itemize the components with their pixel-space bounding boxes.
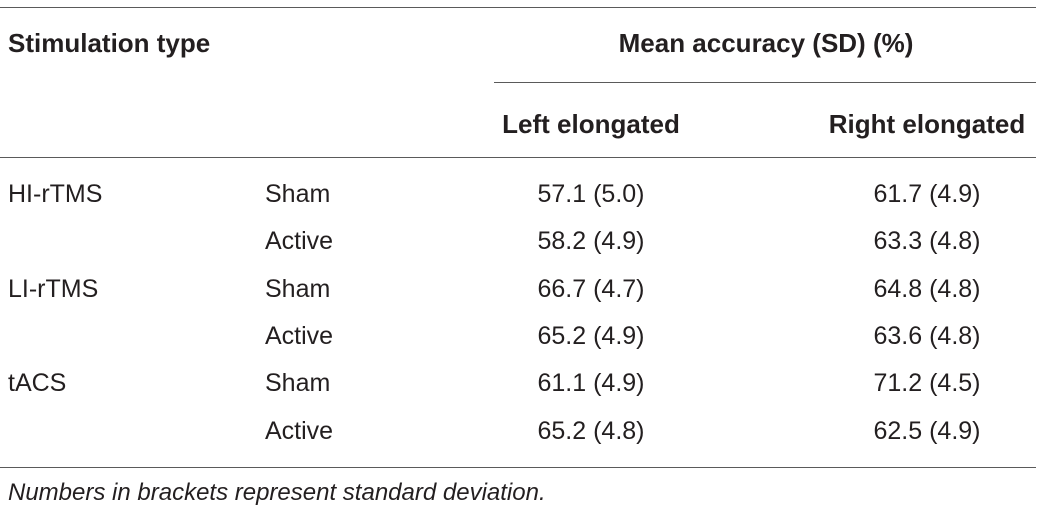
row-condition: Sham [265,369,331,397]
row-left-value: 65.2 (4.9) [537,322,645,350]
table-footnote: Numbers in brackets represent standard d… [8,479,546,506]
row-condition: Active [265,322,334,350]
header-left-elongated: Left elongated [502,109,680,139]
row-left-value: 57.1 (5.0) [537,180,645,208]
row-type: tACS [8,369,67,397]
row-condition: Sham [265,180,331,208]
row-type: LI-rTMS [8,275,99,303]
row-right-value: 64.8 (4.8) [873,275,981,303]
row-left-value: 66.7 (4.7) [537,275,645,303]
header-mean-accuracy: Mean accuracy (SD) (%) [618,28,914,58]
row-left-value: 65.2 (4.8) [537,417,645,445]
row-condition: Active [265,417,334,445]
row-left-value: 61.1 (4.9) [537,369,645,397]
header-bottom-rule [0,157,1036,158]
row-condition: Active [265,227,334,255]
row-condition: Sham [265,275,331,303]
header-span-rule [494,82,1036,83]
table-top-rule [0,7,1036,8]
row-right-value: 63.3 (4.8) [873,227,981,255]
row-type: HI-rTMS [8,180,103,208]
row-right-value: 63.6 (4.8) [873,322,981,350]
row-right-value: 61.7 (4.9) [873,180,981,208]
row-right-value: 62.5 (4.9) [873,417,981,445]
row-right-value: 71.2 (4.5) [873,369,981,397]
header-right-elongated: Right elongated [828,109,1026,139]
row-left-value: 58.2 (4.9) [537,227,645,255]
table-bottom-rule [0,467,1036,468]
header-stimulation-type: Stimulation type [8,28,211,58]
